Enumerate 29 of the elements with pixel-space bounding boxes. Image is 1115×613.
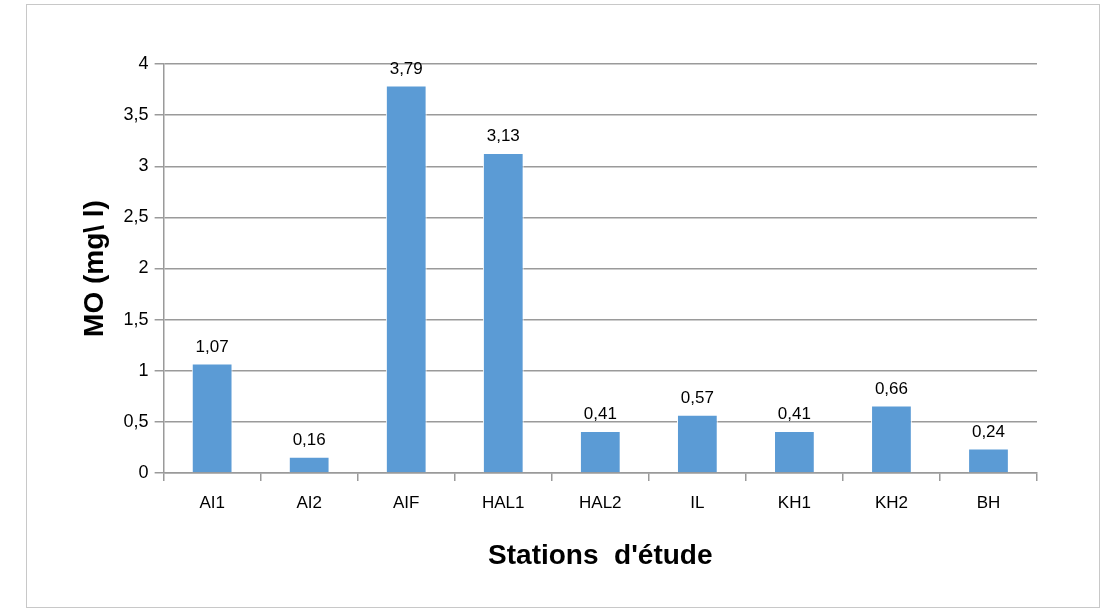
data-label: 3,79	[389, 58, 423, 78]
data-label: 1,07	[195, 336, 229, 356]
data-label: 0,66	[874, 378, 908, 398]
x-tick-label: BH	[976, 492, 1001, 512]
data-label: 0,41	[777, 404, 811, 424]
x-tick-label: AIF	[393, 492, 420, 512]
y-tick-label: 3,5	[123, 104, 149, 125]
y-tick-label: 1	[138, 359, 149, 380]
y-tick-label: 0,5	[123, 410, 149, 431]
data-label: 0,57	[680, 387, 714, 407]
y-tick-label: 2,5	[123, 206, 149, 227]
y-tick-label: 2	[138, 257, 149, 278]
x-tick-label: HAL1	[482, 492, 525, 512]
y-tick-label: 3	[138, 155, 149, 176]
x-axis-title: Stations d'étude	[488, 538, 713, 570]
x-tick-label: IL	[690, 492, 705, 512]
data-label: 0,16	[292, 429, 326, 449]
x-tick-label: AI1	[199, 492, 225, 512]
y-tick-label: 1,5	[123, 308, 149, 329]
x-tick-label: KH2	[874, 492, 908, 512]
y-tick-label: 0	[138, 461, 149, 482]
y-tick-label: 4	[138, 52, 149, 73]
x-tick-label: HAL2	[579, 492, 622, 512]
data-label: 3,13	[486, 126, 520, 146]
y-axis-title: MO (mg\ l)	[77, 200, 109, 337]
x-tick-label: AI2	[296, 492, 322, 512]
data-label: 0,24	[971, 421, 1006, 441]
x-tick-label: KH1	[777, 492, 811, 512]
data-label: 0,41	[583, 404, 617, 424]
